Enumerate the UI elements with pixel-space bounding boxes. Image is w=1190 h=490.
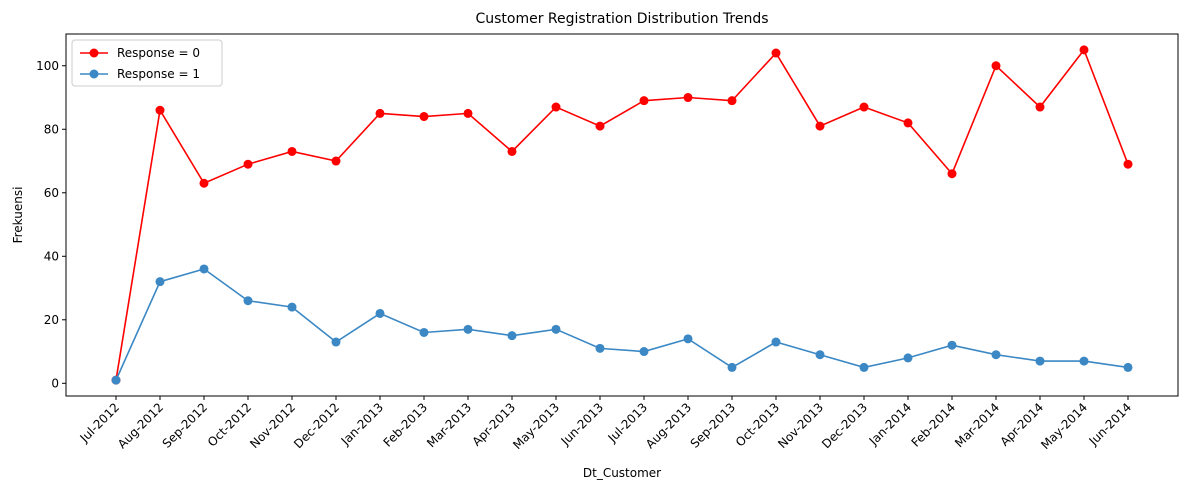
data-point <box>683 93 693 103</box>
x-tick-label: Jul-2013 <box>605 400 651 446</box>
y-tick-label: 20 <box>44 313 59 327</box>
y-axis-label: Frekuensi <box>11 187 25 244</box>
data-point <box>199 264 209 274</box>
x-tick-label: Sep-2013 <box>688 400 739 451</box>
data-point <box>903 118 913 128</box>
x-tick-label: Aug-2012 <box>115 400 166 451</box>
data-point <box>331 156 341 166</box>
data-point <box>507 331 517 341</box>
data-point <box>331 337 341 347</box>
x-tick-label: Jan-2014 <box>866 400 914 448</box>
y-tick-label: 60 <box>44 186 59 200</box>
data-point <box>463 108 473 118</box>
data-point <box>859 102 869 112</box>
data-point <box>507 146 517 156</box>
x-tick-label: May-2014 <box>1038 400 1090 452</box>
legend-label: Response = 0 <box>117 46 200 60</box>
data-point <box>1123 159 1133 169</box>
data-point <box>419 327 429 337</box>
data-point <box>859 362 869 372</box>
data-point <box>243 159 253 169</box>
data-point <box>155 277 165 287</box>
data-point <box>551 324 561 334</box>
data-point <box>111 375 121 385</box>
y-tick-label: 0 <box>51 376 59 390</box>
x-tick-label: Aug-2013 <box>643 400 694 451</box>
data-point <box>727 96 737 106</box>
data-point <box>991 350 1001 360</box>
legend-marker <box>89 69 99 79</box>
series-0 <box>111 45 1133 385</box>
x-tick-label: Mar-2014 <box>952 400 1002 450</box>
legend: Response = 0 Response = 1 <box>71 39 223 87</box>
data-point <box>991 61 1001 71</box>
data-point <box>155 105 165 115</box>
data-point <box>683 334 693 344</box>
x-tick-label: Mar-2013 <box>424 400 474 450</box>
legend-marker <box>89 48 99 58</box>
x-axis-label: Dt_Customer <box>583 466 661 480</box>
data-point <box>243 296 253 306</box>
data-point <box>595 343 605 353</box>
x-tick-label: Jan-2013 <box>338 400 386 448</box>
legend-item: Response = 1 <box>80 67 200 81</box>
data-point <box>1079 356 1089 366</box>
data-point <box>551 102 561 112</box>
x-tick-label: Jun-2013 <box>558 400 607 449</box>
chart-title: Customer Registration Distribution Trend… <box>475 11 768 27</box>
data-point <box>199 178 209 188</box>
data-point <box>727 362 737 372</box>
x-tick-label: Sep-2012 <box>160 400 211 451</box>
x-tick-label: Feb-2014 <box>909 400 959 450</box>
data-point <box>947 169 957 179</box>
data-point <box>639 96 649 106</box>
y-tick-label: 100 <box>36 59 59 73</box>
data-point <box>947 340 957 350</box>
x-tick-label: Dec-2013 <box>819 400 870 451</box>
x-tick-label: Jun-2014 <box>1086 400 1135 449</box>
x-tick-label: Nov-2013 <box>775 400 826 451</box>
legend-label: Response = 1 <box>117 67 200 81</box>
data-point <box>287 146 297 156</box>
data-point <box>1079 45 1089 55</box>
data-point <box>1123 362 1133 372</box>
y-tick-label: 40 <box>44 249 59 263</box>
data-point <box>287 302 297 312</box>
series-line <box>115 48 1129 381</box>
data-point <box>1035 102 1045 112</box>
data-point <box>771 48 781 58</box>
data-point <box>639 347 649 357</box>
data-point <box>771 337 781 347</box>
x-tick-label: Feb-2013 <box>381 400 431 450</box>
data-point <box>419 112 429 122</box>
series-line <box>115 268 1129 381</box>
data-point <box>1035 356 1045 366</box>
data-point <box>375 308 385 318</box>
legend-item: Response = 0 <box>80 46 200 60</box>
data-point <box>595 121 605 131</box>
x-tick-label: May-2013 <box>510 400 562 452</box>
data-point <box>463 324 473 334</box>
plot-area: 020406080100Jul-2012Aug-2012Sep-2012Oct-… <box>36 33 1179 452</box>
legend-box <box>71 39 223 87</box>
x-tick-label: Jul-2012 <box>77 400 123 446</box>
series-1 <box>111 264 1133 385</box>
data-point <box>903 353 913 363</box>
data-point <box>815 350 825 360</box>
plot-frame <box>65 33 1179 397</box>
data-point <box>375 108 385 118</box>
x-tick-label: Nov-2012 <box>247 400 298 451</box>
x-tick-label: Dec-2012 <box>291 400 342 451</box>
data-point <box>815 121 825 131</box>
y-tick-label: 80 <box>44 122 59 136</box>
